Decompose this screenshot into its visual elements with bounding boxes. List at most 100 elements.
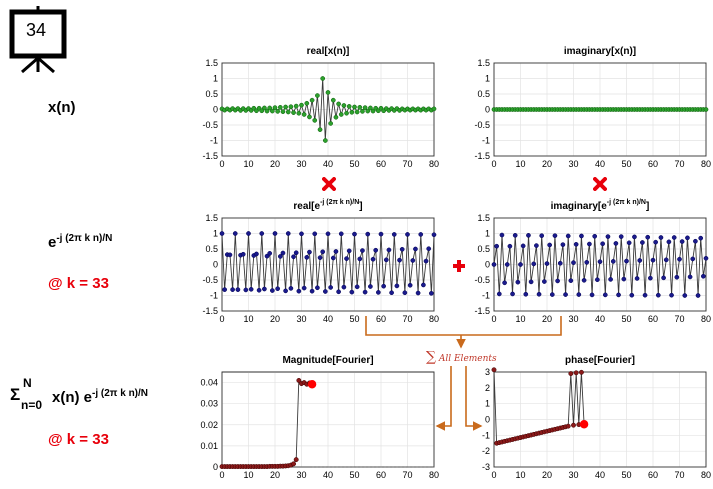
- data-point: [227, 252, 233, 258]
- data-point: [354, 109, 360, 115]
- data-point: [304, 255, 310, 260]
- data-point: [391, 232, 397, 237]
- x-tick-label: 10: [515, 159, 525, 169]
- data-point: [330, 255, 336, 261]
- data-point: [299, 102, 304, 108]
- y-tick-label: 0: [213, 105, 218, 115]
- y-tick-label: 2: [485, 383, 490, 393]
- data-point: [648, 275, 653, 281]
- data-point: [360, 248, 365, 253]
- data-point: [502, 280, 507, 286]
- x-tick-label: 60: [376, 470, 386, 480]
- chart-title: imaginary[e-j (2π k n)/N]: [551, 199, 650, 212]
- x-tick-label: 50: [621, 470, 631, 480]
- data-point: [288, 104, 294, 110]
- data-point: [254, 251, 259, 257]
- x-tick-label: 40: [323, 314, 333, 324]
- data-point: [365, 108, 371, 114]
- data-point: [674, 274, 680, 280]
- data-point: [320, 249, 326, 255]
- data-point: [275, 286, 281, 292]
- x-mark-icon: [322, 177, 336, 191]
- data-point: [267, 250, 273, 256]
- chart-phase: phase[Fourier]0 10 20 30 40 50 60 70 803210-1-2-…: [482, 355, 711, 480]
- sum-lower-limit: n=0: [21, 398, 43, 412]
- data-point: [338, 112, 344, 117]
- data-point: [552, 233, 558, 239]
- data-point: [608, 277, 613, 282]
- plus-icon: [453, 260, 465, 272]
- data-point: [565, 423, 571, 429]
- data-point: [423, 258, 429, 264]
- data-point: [597, 259, 603, 265]
- data-point: [232, 231, 238, 236]
- data-point: [640, 240, 645, 245]
- x-tick-label: 0: [219, 470, 224, 480]
- x-tick-label: 50: [621, 159, 631, 169]
- data-point: [616, 292, 621, 298]
- x-tick-label: 10: [515, 314, 525, 324]
- y-tick-label: 0: [485, 105, 490, 115]
- data-point: [491, 262, 497, 267]
- data-point: [259, 108, 265, 114]
- data-point: [285, 231, 291, 236]
- chart-real-x: real[x(n)] 0 10 20 30 40 50 60 70 80 1.5 1 0.5 0 -0.5 -…: [202, 46, 439, 169]
- data-point: [219, 231, 225, 236]
- data-point: [333, 249, 339, 254]
- data-point: [565, 233, 571, 239]
- data-point: [693, 238, 698, 244]
- all-elements-text: All Elements: [438, 354, 497, 364]
- data-point: [613, 241, 619, 246]
- data-point: [328, 121, 333, 126]
- data-point: [368, 105, 373, 111]
- data-point: [589, 292, 595, 298]
- sum-body: x(n) e-j (2π k n)/N: [52, 388, 148, 406]
- data-point: [341, 284, 347, 290]
- data-point: [571, 260, 576, 265]
- data-point: [701, 273, 706, 279]
- y-tick-label: 0.5: [477, 89, 490, 99]
- data-point: [539, 233, 545, 239]
- data-point: [518, 262, 523, 267]
- data-point: [259, 231, 265, 236]
- data-point: [576, 292, 582, 297]
- data-point: [405, 232, 410, 237]
- data-point: [341, 103, 347, 108]
- data-point: [349, 289, 355, 295]
- data-point: [666, 239, 672, 245]
- data-point: [270, 288, 275, 293]
- x-tick-label: 0: [491, 314, 496, 324]
- data-point: [323, 138, 328, 143]
- data-point: [679, 239, 685, 244]
- x-tick-label: 30: [568, 159, 578, 169]
- x-tick-label: 10: [243, 314, 253, 324]
- data-point: [547, 242, 553, 248]
- data-point: [410, 258, 416, 263]
- data-point: [653, 239, 658, 245]
- x-tick-label: 30: [296, 159, 306, 169]
- data-point: [336, 289, 341, 295]
- data-point: [293, 103, 299, 109]
- data-point: [304, 100, 310, 106]
- data-point: [642, 292, 648, 298]
- y-tick-label: -1.5: [202, 151, 218, 161]
- dft-sum-label: Σ: [10, 385, 20, 405]
- y-tick-label: -0.5: [474, 275, 490, 285]
- data-point: [381, 283, 386, 289]
- data-point: [312, 118, 318, 123]
- x-tick-label: 70: [402, 314, 412, 324]
- data-point: [555, 278, 560, 284]
- y-tick-label: -2: [482, 446, 490, 456]
- x-tick-label: 80: [429, 314, 439, 324]
- data-point: [307, 114, 312, 120]
- data-point: [277, 104, 283, 110]
- data-point: [376, 290, 381, 295]
- data-point: [581, 277, 587, 283]
- data-point: [357, 256, 363, 262]
- x-tick-label: 80: [701, 314, 711, 324]
- plot-border: [221, 217, 435, 312]
- data-point: [510, 291, 515, 297]
- x-tick-label: 60: [376, 314, 386, 324]
- x-tick-label: 20: [542, 159, 552, 169]
- data-point: [325, 231, 331, 237]
